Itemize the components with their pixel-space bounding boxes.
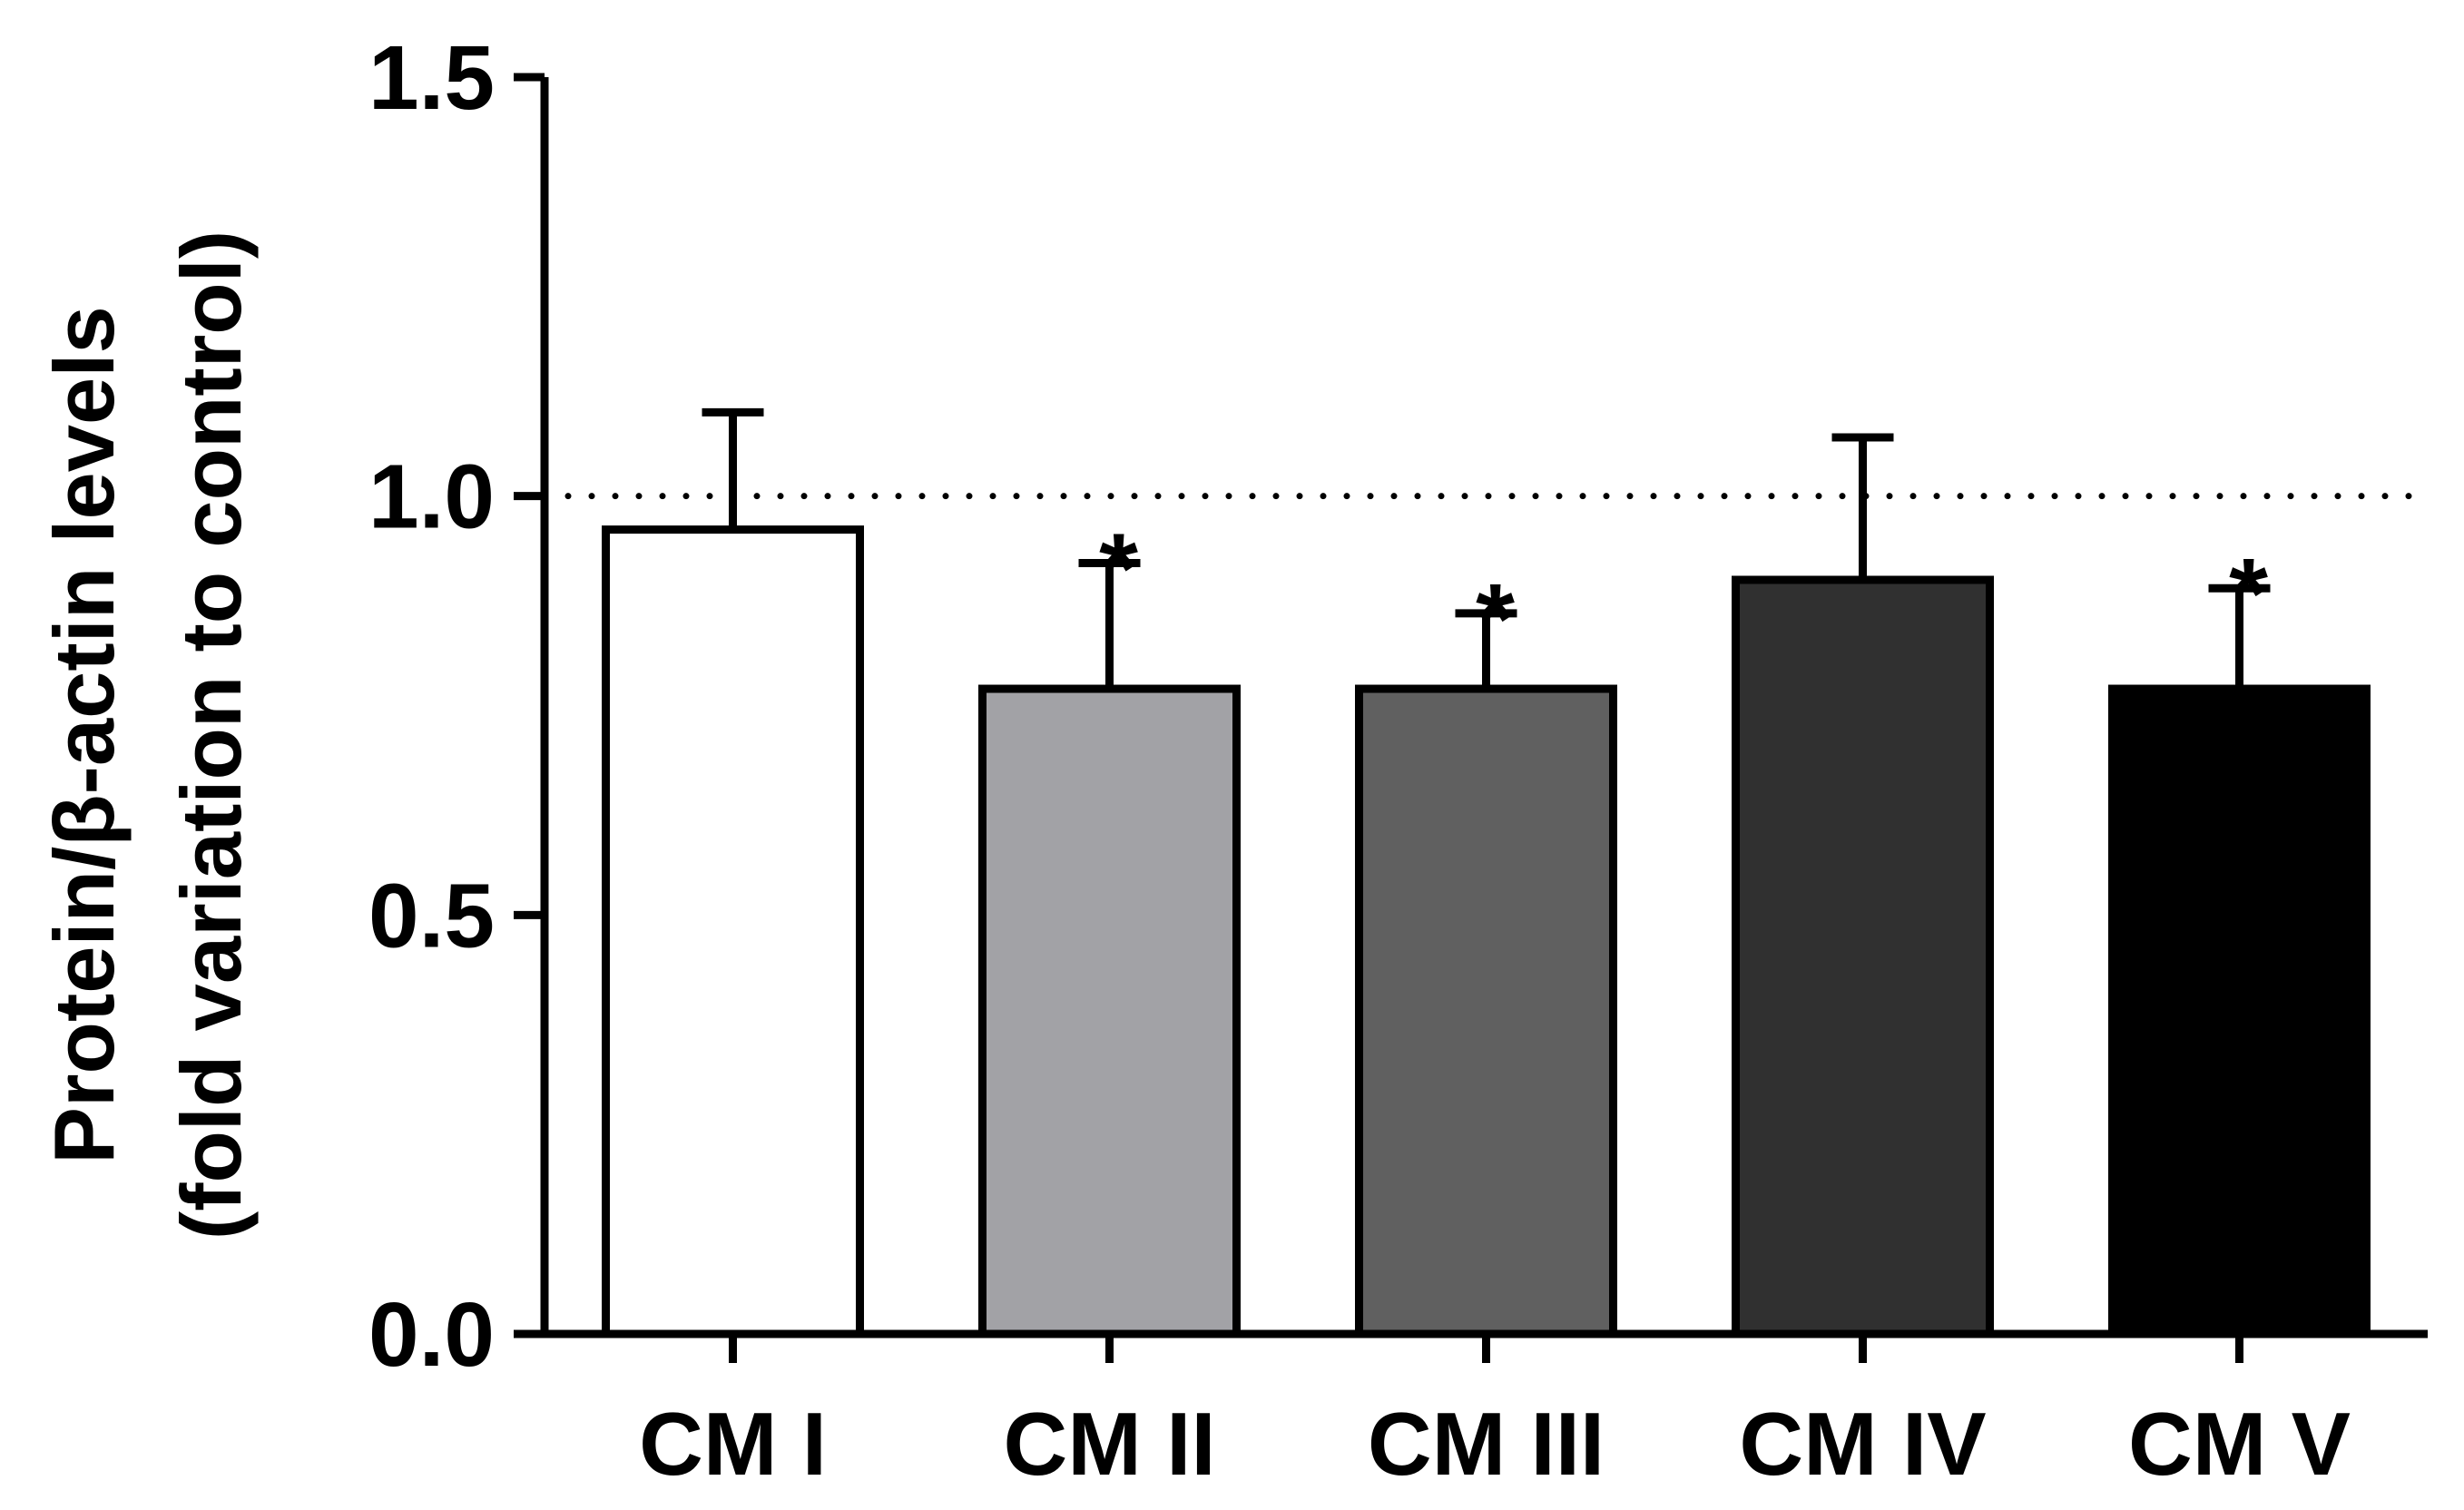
y-tick-label-4: 1.5 — [368, 27, 495, 129]
y-tick-label-3: 1.0 — [368, 446, 495, 548]
y-axis-label: Protein/β-actin levels (fold variation t… — [36, 230, 259, 1240]
y-axis-label-line1: Protein/β-actin levels — [36, 306, 132, 1163]
bar-4 — [1732, 575, 1994, 1338]
bar-2 — [978, 684, 1241, 1338]
significance-marker-3: * — [1476, 564, 1515, 675]
x-tick-label-4: CM IV — [1739, 1394, 1986, 1494]
bar-5 — [2108, 684, 2371, 1338]
y-tick-label-1: 0.0 — [368, 1284, 495, 1386]
x-tick-label-3: CM III — [1368, 1394, 1605, 1494]
x-tick-label-2: CM II — [1003, 1394, 1215, 1494]
x-tick-label-5: CM V — [2128, 1394, 2351, 1494]
significance-marker-2: * — [1099, 514, 1138, 625]
significance-marker-5: * — [2229, 538, 2268, 650]
x-tick-label-1: CM I — [639, 1394, 827, 1494]
bar-3 — [1355, 684, 1617, 1338]
plot-area: CM I * CM II * CM III CM IV * CM V 0.0 0.5 1.0 1.5 — [368, 27, 2431, 1494]
y-axis-label-line2: (fold variation to control) — [163, 230, 259, 1240]
bar-1 — [602, 525, 864, 1338]
y-tick-label-2: 0.5 — [368, 865, 495, 966]
